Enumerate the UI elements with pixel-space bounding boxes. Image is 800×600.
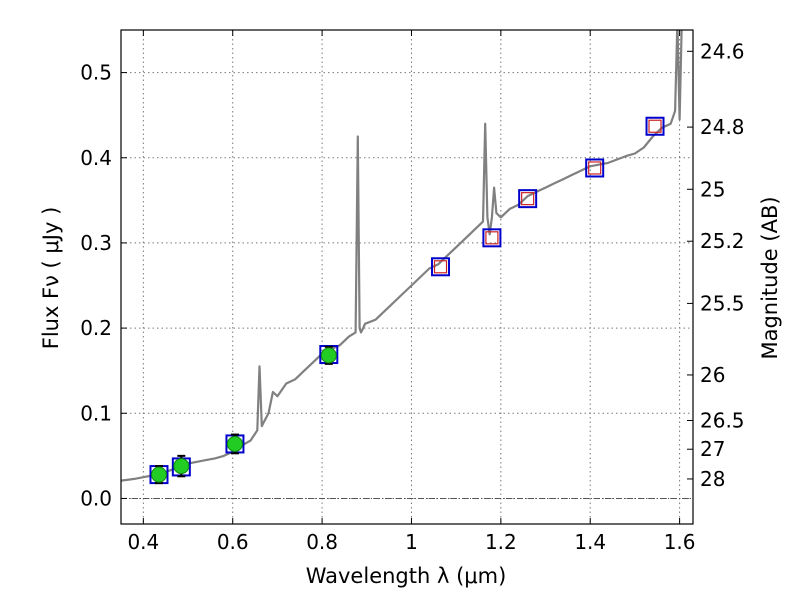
predicted-photometry-square <box>521 192 535 206</box>
y-tick-label: 0.5 <box>80 61 112 85</box>
x-tick-label: 0.4 <box>127 530 159 554</box>
predicted-photometry-square <box>485 231 499 245</box>
x-tick-label: 1 <box>405 530 418 554</box>
right-tick-label: 24.8 <box>700 115 745 139</box>
right-tick-label: 25 <box>700 177 725 201</box>
observed-photometry-point <box>226 435 243 452</box>
axis-ticks <box>121 30 693 524</box>
model-spectrum-line <box>121 30 683 482</box>
x-tick-label: 1.6 <box>664 530 696 554</box>
right-tick-label: 28 <box>700 467 725 491</box>
grid-lines <box>121 30 693 524</box>
right-tick-label: 27 <box>700 437 725 461</box>
photometry-markers <box>149 116 665 485</box>
right-tick-label: 26.5 <box>700 409 745 433</box>
right-tick-label: 25.2 <box>700 229 745 253</box>
x-tick-label: 1.4 <box>574 530 606 554</box>
x-tick-label: 0.6 <box>217 530 249 554</box>
spectrum-path <box>121 30 683 482</box>
model-photometry-square <box>645 116 665 136</box>
right-tick-label: 26 <box>700 363 725 387</box>
right-tick-label: 24.6 <box>700 39 745 63</box>
predicted-photometry-square <box>648 119 662 133</box>
predicted-photometry-square <box>433 260 448 274</box>
y-axis-label: Flux Fν ( μJy ) <box>39 207 63 350</box>
x-tick-label: 0.8 <box>306 530 338 554</box>
model-photometry-square <box>431 257 451 277</box>
observed-photometry-point <box>173 458 190 475</box>
y-tick-label: 0.4 <box>80 146 112 170</box>
predicted-photometry-square <box>588 161 602 175</box>
observed-photometry-point <box>150 466 167 483</box>
y-tick-label: 0.2 <box>80 316 112 340</box>
y-axis-right-label: Magnitude (AB) <box>758 196 782 359</box>
model-photometry-square <box>585 158 605 178</box>
y-tick-label: 0.0 <box>80 486 112 510</box>
tick-labels: 0.4 0.6 0.8 1 1.2 1.4 1.6 0.0 0.1 0.2 0.3 0.4 0.5 24.… <box>80 39 744 554</box>
x-tick-label: 1.2 <box>485 530 517 554</box>
y-tick-label: 0.1 <box>80 401 112 425</box>
right-tick-label: 25.5 <box>700 291 745 315</box>
model-photometry-square <box>518 189 538 209</box>
y-tick-label: 0.3 <box>80 231 112 255</box>
plot-frame <box>120 29 694 525</box>
observed-photometry-point <box>320 347 337 364</box>
x-axis-label: Wavelength λ (μm) <box>306 564 507 588</box>
model-photometry-square <box>482 228 502 248</box>
